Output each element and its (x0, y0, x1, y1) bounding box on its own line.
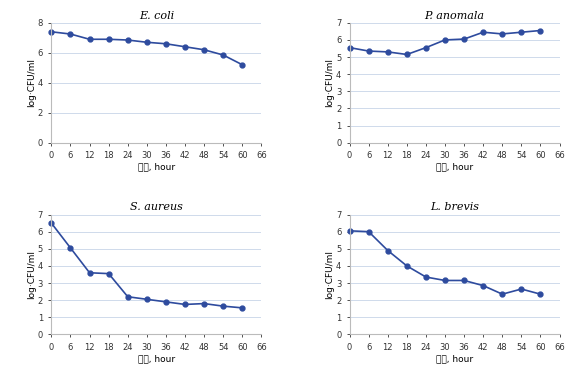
Title: E. coli: E. coli (139, 11, 174, 21)
Title: S. aureus: S. aureus (130, 203, 183, 212)
X-axis label: 시간, hour: 시간, hour (436, 355, 473, 364)
Y-axis label: log·CFU/ml: log·CFU/ml (325, 58, 335, 107)
Y-axis label: log·CFU/ml: log·CFU/ml (325, 250, 335, 299)
X-axis label: 시간, hour: 시간, hour (436, 163, 473, 172)
Y-axis label: log·CFU/ml: log·CFU/ml (27, 250, 37, 299)
Y-axis label: log·CFU/ml: log·CFU/ml (27, 58, 37, 107)
Title: L. brevis: L. brevis (430, 203, 479, 212)
Title: P. anomala: P. anomala (425, 11, 485, 21)
X-axis label: 시간, hour: 시간, hour (138, 163, 175, 172)
X-axis label: 시간, hour: 시간, hour (138, 355, 175, 364)
